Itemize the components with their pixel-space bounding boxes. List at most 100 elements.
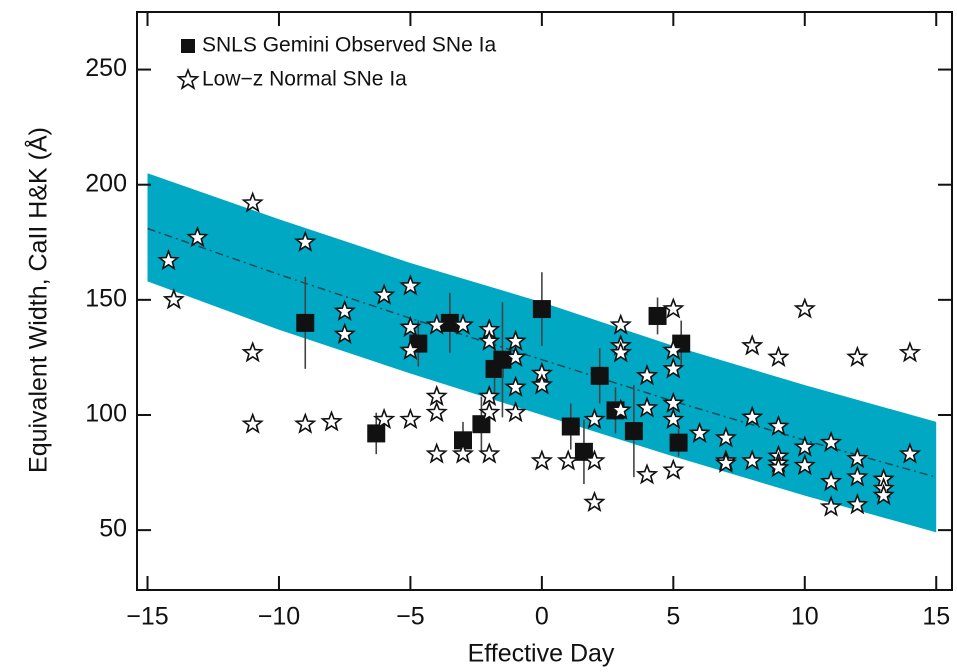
- star-point: [662, 458, 685, 480]
- star-point: [793, 297, 816, 319]
- x-tick-label: −5: [396, 603, 425, 631]
- star-point: [846, 493, 869, 515]
- star-point: [609, 398, 632, 420]
- star-point: [425, 313, 448, 335]
- star-point: [162, 288, 185, 310]
- x-axis-title: Effective Day: [468, 640, 615, 668]
- square-point: [532, 300, 551, 319]
- y-tick-label: 150: [85, 284, 127, 312]
- star-point: [186, 225, 209, 248]
- square-point: [648, 306, 667, 325]
- square-point: [454, 431, 472, 450]
- star-point: [333, 322, 356, 344]
- square-point: [590, 366, 609, 385]
- star-point: [741, 405, 764, 427]
- star-point: [425, 400, 448, 423]
- x-tick-label: −10: [258, 603, 300, 631]
- star-point: [320, 410, 343, 432]
- square-point: [367, 424, 386, 443]
- star-point: [241, 341, 264, 363]
- star-point: [688, 421, 711, 443]
- star-point: [635, 364, 659, 386]
- x-tick-label: −15: [126, 603, 168, 631]
- star-point: [819, 430, 843, 453]
- star-point: [504, 375, 527, 397]
- star-point: [741, 334, 764, 356]
- star-point: [793, 453, 816, 476]
- star-point: [662, 407, 685, 430]
- star-point: [478, 400, 501, 423]
- star-point: [662, 357, 685, 379]
- star-point: [767, 414, 790, 437]
- star-point: [399, 315, 422, 338]
- star-point: [333, 299, 356, 321]
- star-point: [767, 456, 790, 478]
- star-point: [767, 345, 790, 367]
- star-point: [504, 400, 527, 423]
- star-point: [846, 345, 869, 367]
- star-point: [425, 442, 448, 464]
- x-tick-label: 0: [535, 603, 549, 631]
- x-tick-label: 5: [666, 603, 680, 631]
- star-point: [399, 407, 422, 430]
- star-point: [609, 341, 633, 363]
- y-tick-label: 200: [85, 169, 127, 197]
- star-point: [714, 451, 738, 473]
- star-point: [451, 442, 475, 464]
- star-point: [898, 442, 922, 464]
- star-point: [583, 407, 606, 430]
- star-point: [609, 313, 632, 335]
- star-point: [793, 435, 816, 457]
- y-tick-label: 100: [85, 400, 127, 428]
- star-point: [819, 470, 843, 492]
- star-point: [478, 384, 501, 407]
- star-point: [819, 495, 843, 517]
- star-point: [714, 426, 738, 448]
- star-point: [399, 274, 422, 296]
- star-point: [556, 449, 580, 471]
- square-point: [296, 313, 315, 332]
- star-point: [372, 407, 396, 430]
- star-point: [504, 329, 527, 351]
- star-point: [662, 338, 685, 361]
- star-point: [478, 329, 501, 351]
- plot-frame: [136, 11, 953, 591]
- star-point: [504, 345, 527, 367]
- legend-marker: [181, 39, 195, 53]
- star-point: [451, 313, 475, 335]
- x-tick-label: 10: [791, 603, 819, 631]
- star-point: [846, 465, 869, 487]
- star-point: [294, 230, 317, 252]
- star-point: [898, 341, 922, 363]
- star-point: [293, 412, 317, 434]
- star-point: [372, 283, 396, 305]
- star-point: [583, 490, 606, 513]
- star-point: [241, 191, 264, 213]
- star-point: [872, 483, 895, 506]
- square-point: [624, 422, 643, 441]
- star-point: [741, 449, 764, 471]
- square-point: [440, 313, 459, 332]
- y-axis-title: Equivalent Width, CaII H&K (Å): [23, 127, 53, 473]
- x-tick-label: 15: [922, 603, 950, 631]
- star-point: [241, 412, 264, 434]
- legend-marker: [176, 67, 200, 90]
- star-point: [635, 396, 659, 418]
- star-point: [425, 384, 448, 407]
- square-point: [669, 433, 688, 452]
- legend-label: Low−z Normal SNe Ia: [202, 68, 407, 91]
- y-tick-label: 250: [85, 54, 127, 82]
- star-point: [662, 391, 685, 414]
- confidence-band: [147, 173, 937, 533]
- star-point: [583, 449, 606, 471]
- y-tick-label: 50: [99, 515, 127, 543]
- star-point: [399, 338, 422, 361]
- legend-label: SNLS Gemini Observed SNe Ia: [202, 34, 496, 57]
- star-point: [635, 463, 659, 485]
- square-point: [574, 442, 593, 461]
- star-point: [530, 449, 554, 471]
- star-point: [478, 442, 501, 464]
- star-point: [662, 297, 685, 319]
- star-point: [846, 446, 869, 469]
